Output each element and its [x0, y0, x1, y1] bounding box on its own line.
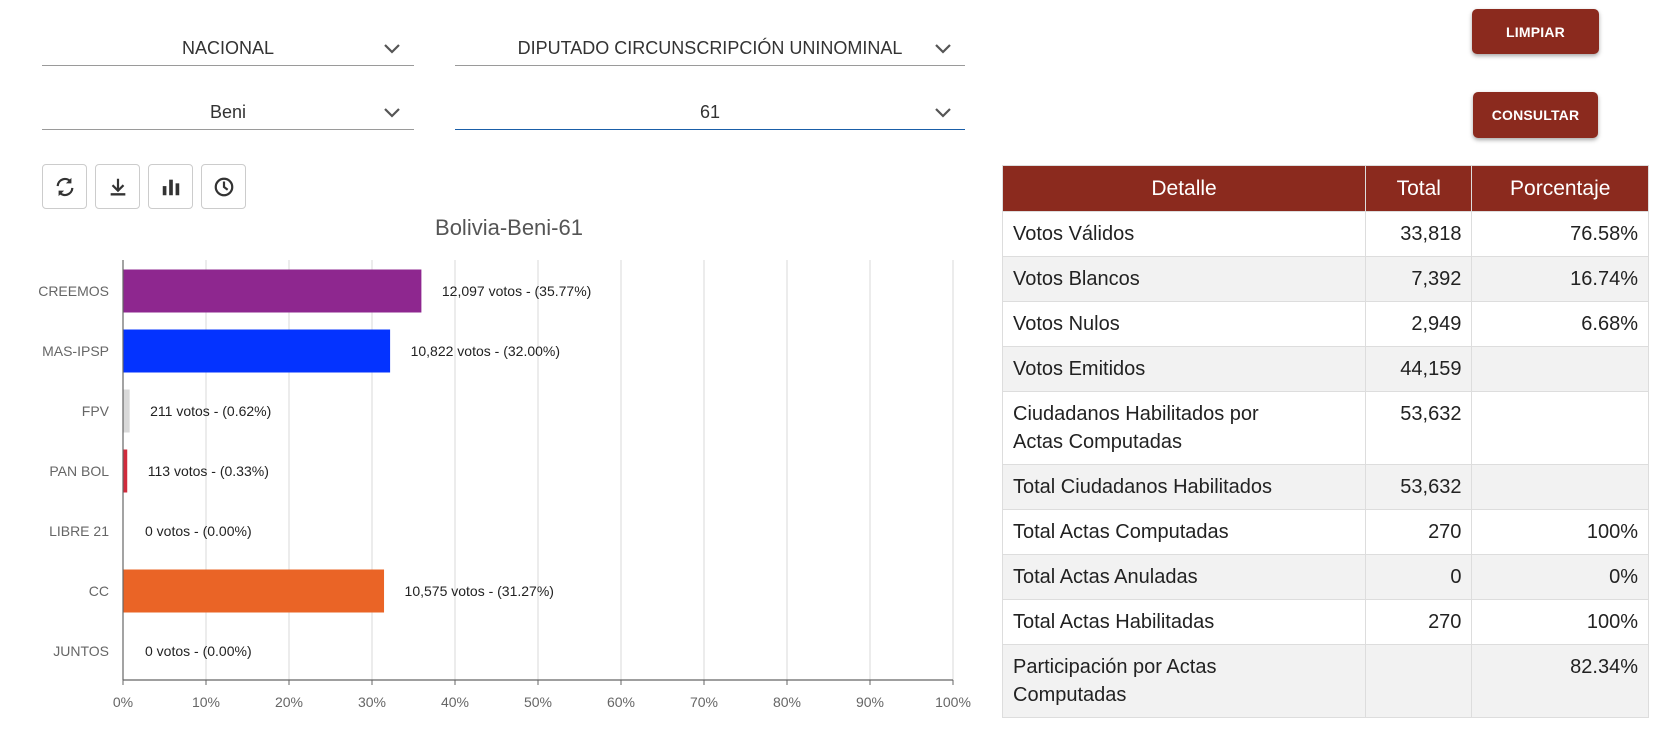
x-tick-label: 100%	[935, 694, 971, 710]
department-select-value: Beni	[209, 102, 247, 122]
bar-pan-bol[interactable]	[123, 449, 128, 493]
data-label: 10,822 votos - (32.00%)	[411, 343, 560, 359]
row-total: 53,632	[1365, 391, 1473, 465]
row-detail: Votos Blancos	[1001, 256, 1367, 302]
row-detail: Participación por Actas Computadas	[1001, 644, 1367, 718]
category-label: MAS-IPSP	[42, 343, 109, 359]
table-row: Votos Válidos 33,818 76.58%	[1001, 211, 1649, 257]
refresh-button[interactable]	[42, 164, 87, 209]
x-tick-label: 50%	[524, 694, 552, 710]
download-icon	[110, 178, 125, 196]
data-label: 10,575 votos - (31.27%)	[405, 583, 554, 599]
chevron-down-icon	[382, 103, 402, 123]
x-tick-label: 10%	[192, 694, 220, 710]
table-row: Total Actas Anuladas 0 0%	[1001, 554, 1649, 600]
table-row: Total Actas Computadas 270 100%	[1001, 509, 1649, 555]
level-select[interactable]: NACIONAL	[42, 32, 414, 66]
row-percentage	[1471, 391, 1649, 465]
votes-bar-chart: Bolivia-Beni-61 CREEMOS 12,097 votos - (3…	[38, 215, 971, 710]
level-select-value: NACIONAL	[181, 38, 275, 58]
download-button[interactable]	[95, 164, 140, 209]
data-label: 0 votos - (0.00%)	[145, 643, 252, 659]
row-total: 270	[1365, 599, 1473, 645]
row-percentage: 0%	[1471, 554, 1649, 600]
row-detail: Total Actas Habilitadas	[1001, 599, 1367, 645]
refresh-icon	[56, 177, 73, 196]
data-label: 211 votos - (0.62%)	[150, 403, 271, 419]
history-button[interactable]	[201, 164, 246, 209]
department-select[interactable]: Beni	[42, 96, 414, 130]
x-tick-label: 70%	[690, 694, 718, 710]
row-total: 53,632	[1365, 464, 1473, 510]
bar-mas-ipsp[interactable]	[123, 329, 391, 373]
header-total: Total	[1365, 165, 1473, 212]
row-detail: Ciudadanos Habilitados por Actas Computa…	[1001, 391, 1367, 465]
x-tick-label: 0%	[113, 694, 133, 710]
chevron-down-icon	[933, 103, 953, 123]
row-total	[1365, 644, 1473, 718]
row-total: 270	[1365, 509, 1473, 555]
bar-creemos[interactable]	[123, 269, 422, 313]
row-percentage: 16.74%	[1471, 256, 1649, 302]
election-select[interactable]: DIPUTADO CIRCUNSCRIPCIÓN UNINOMINAL	[455, 32, 965, 66]
chevron-down-icon	[382, 39, 402, 59]
bar-chart-icon	[162, 179, 179, 195]
chart-title: Bolivia-Beni-61	[435, 215, 583, 240]
row-detail: Votos Nulos	[1001, 301, 1367, 347]
x-tick-label: 20%	[275, 694, 303, 710]
x-tick-label: 40%	[441, 694, 469, 710]
x-tick-label: 90%	[856, 694, 884, 710]
query-button[interactable]: CONSULTAR	[1473, 92, 1598, 138]
data-label: 113 votos - (0.33%)	[148, 463, 269, 479]
category-label: PAN BOL	[49, 463, 109, 479]
category-label: CC	[89, 583, 109, 599]
chart-button[interactable]	[148, 164, 193, 209]
table-row: Votos Blancos 7,392 16.74%	[1001, 256, 1649, 302]
x-tick-label: 60%	[607, 694, 635, 710]
data-label: 0 votos - (0.00%)	[145, 523, 252, 539]
x-tick-label: 80%	[773, 694, 801, 710]
row-total: 33,818	[1365, 211, 1473, 257]
row-total: 0	[1365, 554, 1473, 600]
row-percentage: 100%	[1471, 509, 1649, 555]
row-percentage: 100%	[1471, 599, 1649, 645]
row-detail: Total Actas Computadas	[1001, 509, 1367, 555]
row-percentage	[1471, 346, 1649, 392]
category-label: JUNTOS	[53, 643, 109, 659]
bar-fpv[interactable]	[123, 389, 130, 433]
row-percentage	[1471, 464, 1649, 510]
table-row: Participación por Actas Computadas 82.34…	[1001, 644, 1649, 718]
table-row: Votos Emitidos 44,159	[1001, 346, 1649, 392]
table-row: Votos Nulos 2,949 6.68%	[1001, 301, 1649, 347]
clear-button[interactable]: LIMPIAR	[1472, 9, 1599, 54]
row-total: 44,159	[1365, 346, 1473, 392]
header-detail: Detalle	[1001, 165, 1367, 212]
data-label: 12,097 votos - (35.77%)	[442, 283, 591, 299]
category-label: CREEMOS	[38, 283, 109, 299]
header-percentage: Porcentaje	[1471, 165, 1649, 212]
election-select-value: DIPUTADO CIRCUNSCRIPCIÓN UNINOMINAL	[517, 38, 903, 58]
bar-cc[interactable]	[123, 569, 385, 613]
table-row: Ciudadanos Habilitados por Actas Computa…	[1001, 391, 1649, 465]
category-label: FPV	[82, 403, 110, 419]
chevron-down-icon	[933, 39, 953, 59]
row-detail: Votos Válidos	[1001, 211, 1367, 257]
row-total: 7,392	[1365, 256, 1473, 302]
x-tick-label: 30%	[358, 694, 386, 710]
category-label: LIBRE 21	[49, 523, 109, 539]
table-row: Total Actas Habilitadas 270 100%	[1001, 599, 1649, 645]
row-total: 2,949	[1365, 301, 1473, 347]
table-header-row: Detalle Total Porcentaje	[1001, 165, 1649, 212]
circumscription-select[interactable]: 61	[455, 96, 965, 130]
row-detail: Total Ciudadanos Habilitados	[1001, 464, 1367, 510]
results-table: Detalle Total Porcentaje Votos Válidos 3…	[1001, 165, 1649, 718]
table-row: Total Ciudadanos Habilitados 53,632	[1001, 464, 1649, 510]
row-percentage: 6.68%	[1471, 301, 1649, 347]
row-detail: Votos Emitidos	[1001, 346, 1367, 392]
row-percentage: 82.34%	[1471, 644, 1649, 718]
clock-icon	[214, 177, 233, 196]
row-percentage: 76.58%	[1471, 211, 1649, 257]
circumscription-select-value: 61	[699, 102, 721, 122]
row-detail: Total Actas Anuladas	[1001, 554, 1367, 600]
